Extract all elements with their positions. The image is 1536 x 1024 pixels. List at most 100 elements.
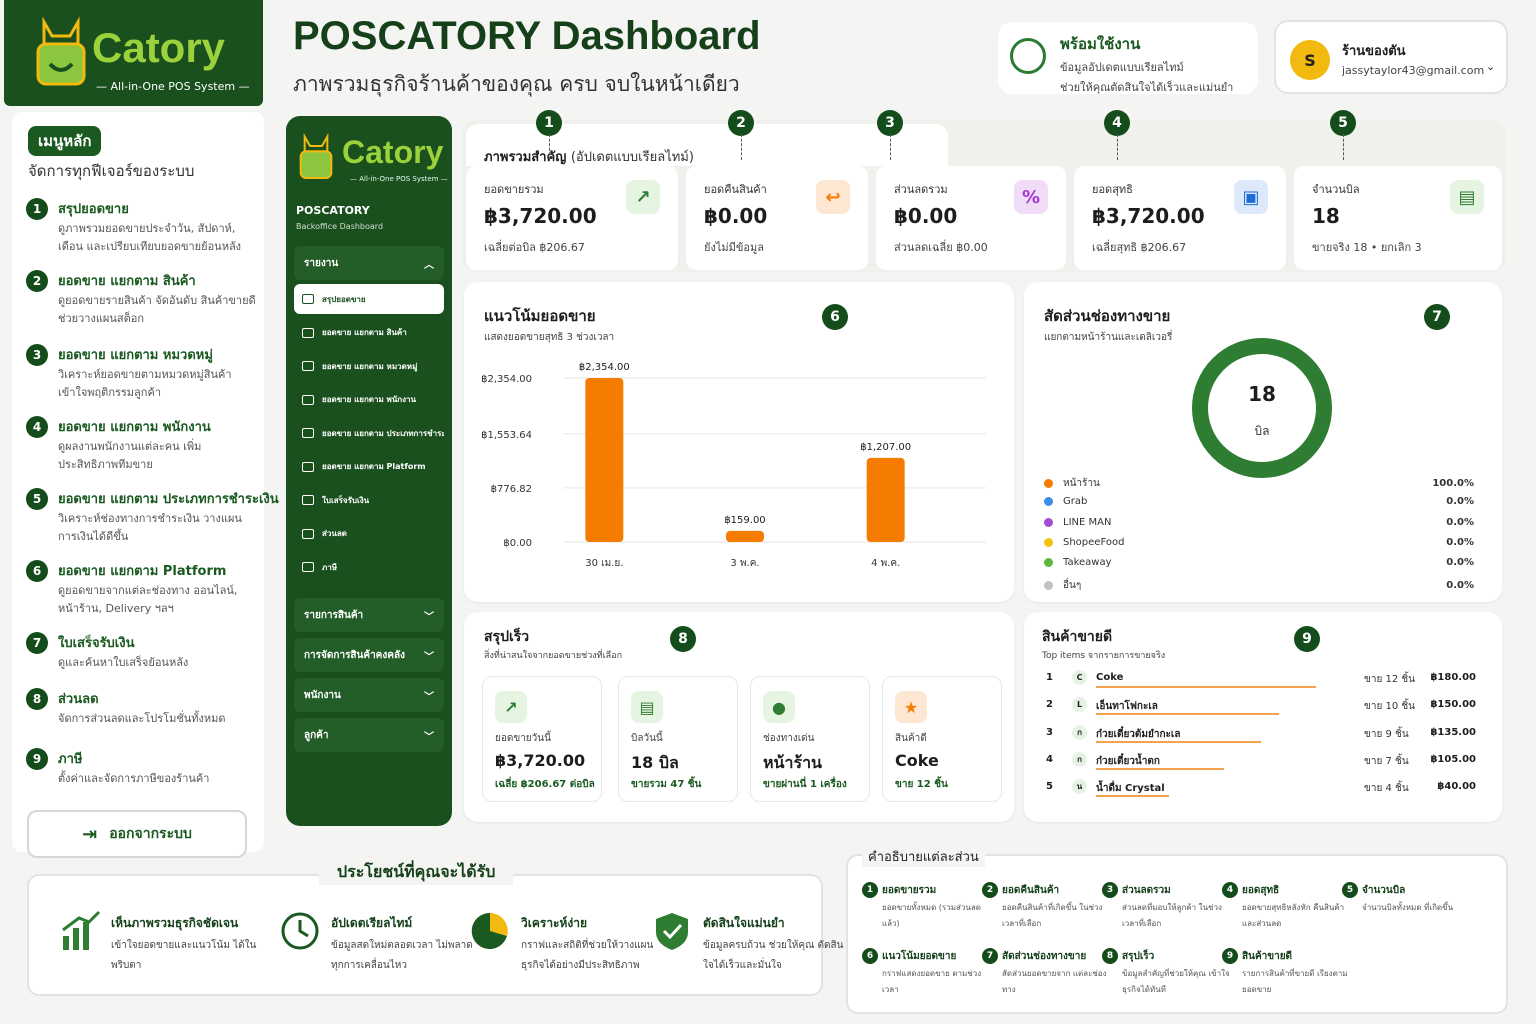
top-item-name: น้ำดื่ม Crystal [1096, 783, 1165, 795]
top-item-row[interactable]: 3 ก ก๋วยเตี๋ยวต้มยำกะเล ขาย 9 ชิ้น ฿135.00 [1046, 724, 1476, 745]
donut-center-value: 18 [1248, 382, 1276, 406]
sidebar-item-label: ภาษี [322, 562, 338, 572]
guide-item-desc: วิเคราะห์ช่องทางการชำระเงิน วางแผนการเงิ… [58, 512, 242, 543]
legend-name: LINE MAN [1063, 516, 1112, 528]
trend-subtitle: แสดงยอดขายสุทธิ 3 ช่วงเวลา [484, 332, 615, 343]
legend-number: 4 [1222, 882, 1238, 898]
top-item-row[interactable]: 4 ก ก๋วยเตี๋ยวน้ำตก ขาย 7 ชิ้น ฿105.00 [1046, 751, 1476, 772]
sidebar-item[interactable]: ใบเสร็จรับเงิน [294, 485, 444, 515]
sidebar-item-icon [302, 294, 314, 304]
guide-pill: เมนูหลัก [28, 126, 102, 156]
top-item-row[interactable]: 1 C Coke ขาย 12 ชิ้น ฿180.00 [1046, 670, 1476, 690]
legend-name: Takeaway [1063, 557, 1112, 569]
guide-item-title: ยอดขาย แยกตาม สินค้า [58, 274, 196, 289]
y-tick-label: ฿0.00 [503, 538, 532, 549]
benefit-title: วิเคราะห์ง่าย [521, 916, 588, 930]
legend-item-title: สัดส่วนช่องทางขาย [1002, 951, 1087, 962]
guide-item-title: ยอดขาย แยกตาม พนักงาน [58, 420, 211, 435]
kpi-sub: ขายจริง 18 • ยกเลิก 3 [1312, 241, 1422, 254]
sidebar-item-label: สรุปยอดขาย [322, 294, 366, 304]
legend-percent: 0.0% [1446, 579, 1474, 591]
kpi-label: ยอดสุทธิ [1092, 183, 1133, 196]
legend-dot [1044, 517, 1053, 527]
kpi-card: ยอดสุทธิ ฿3,720.00 เฉลี่ยสุทธิ ฿206.67 ▣ [1074, 166, 1286, 270]
top-item-rank: 2 [1046, 699, 1053, 711]
bar [585, 378, 624, 542]
x-tick-label: 4 พ.ค. [871, 558, 900, 569]
chevron-down-icon: ﹀ [424, 651, 434, 663]
guide-item-number: 1 [26, 198, 48, 220]
bar-value-label: ฿159.00 [724, 515, 765, 526]
kpi-icon: ↩ [816, 180, 850, 214]
guide-item-desc: ดูยอดขายรายสินค้า จัดอันดับ สินค้าขายดี … [58, 294, 256, 325]
cat-logo-icon [36, 16, 86, 86]
quick-summary-item: ↗ ยอดขายวันนี้ ฿3,720.00 เฉลี่ย ฿206.67 ต่อ… [482, 676, 602, 802]
shield-check-icon [656, 913, 688, 950]
legend-dot [1044, 580, 1053, 590]
sidebar-item[interactable]: ภาษี [294, 552, 444, 582]
legend-title: คำอธิบายแต่ละส่วน [862, 846, 985, 867]
quick-item-icon: ▤ [631, 691, 663, 723]
kpi-card: จำนวนบิล 18 ขายจริง 18 • ยกเลิก 3 ▤ [1294, 166, 1502, 270]
kpi-value: 18 [1312, 204, 1340, 228]
channel-donut-chart: 18 บิล [1192, 338, 1332, 478]
kpi-number: 2 [728, 110, 754, 136]
quick-item-label: ยอดขายวันนี้ [495, 733, 551, 744]
sidebar-item[interactable]: ยอดขาย แยกตาม ประเภทการชำระเงิน [294, 418, 444, 448]
legend-dot [1044, 497, 1053, 507]
channel-legend-item: ShopeeFood 0.0% [1044, 537, 1474, 548]
guide-item-desc: จัดการส่วนลดและโปรโมชั่นทั้งหมด [58, 712, 226, 725]
sidebar-item-label: ยอดขาย แยกตาม สินค้า [322, 328, 407, 337]
sidebar-group[interactable]: ลูกค้า ﹀ [294, 718, 444, 752]
sidebar-item[interactable]: ยอดขาย แยกตาม Platform [294, 452, 444, 482]
channel-legend-item: LINE MAN 0.0% [1044, 517, 1474, 528]
sidebar-group-label: การจัดการสินค้าคงคลัง [304, 649, 405, 661]
kpi-pointer [1117, 134, 1118, 160]
chevron-up-icon: ︿ [424, 259, 434, 271]
sidebar-app-name: POSCATORY [296, 204, 370, 217]
kpi-value: ฿0.00 [894, 204, 958, 228]
legend-number: 6 [862, 948, 878, 964]
sidebar-item[interactable]: ยอดขาย แยกตาม พนักงาน [294, 385, 444, 415]
top-item-name: Coke [1096, 672, 1124, 683]
guide-item-title: ยอดขาย แยกตาม Platform [58, 564, 227, 579]
kpi-sub: เฉลี่ยสุทธิ ฿206.67 [1092, 241, 1187, 254]
sidebar-section-reports[interactable]: รายงาน ︿ [294, 246, 444, 280]
legend-number: 3 [1102, 882, 1118, 898]
quick-item-label: ช่องทางเด่น [763, 733, 815, 744]
store-account-menu[interactable]: S ร้านของตัน jassytaylor43@gmail.com ⌄ [1274, 20, 1508, 94]
menu-guide-panel: เมนูหลัก จัดการทุกฟีเจอร์ของระบบ 1 สรุปยอ… [12, 112, 279, 852]
sidebar-group[interactable]: การจัดการสินค้าคงคลัง ﹀ [294, 638, 444, 672]
benefit-desc: ข้อมูลครบถ้วน ช่วยให้คุณ ตัดสินใจได้เร็ว… [703, 940, 844, 971]
guide-item-desc: ดูยอดขายจากแต่ละช่องทาง ออนไลน์, หน้าร้า… [58, 584, 238, 615]
top-item-initial: ก [1072, 724, 1087, 740]
top-item-amount: ฿180.00 [1430, 672, 1476, 683]
sidebar-item[interactable]: ยอดขาย แยกตาม หมวดหมู่ [294, 351, 444, 381]
quick-item-detail: ขายผ่านนี่ 1 เครื่อง [763, 779, 847, 790]
sidebar-group[interactable]: พนักงาน ﹀ [294, 678, 444, 712]
sidebar-group[interactable]: รายการสินค้า ﹀ [294, 598, 444, 632]
benefit-title: เห็นภาพรวมธุรกิจชัดเจน [111, 916, 239, 930]
section-legend-panel: คำอธิบายแต่ละส่วน 1 ยอดขายรวม ยอดขายทั้งหม… [846, 846, 1508, 1014]
logout-icon: ⇥ [82, 823, 98, 845]
sidebar-item[interactable]: ส่วนลด [294, 519, 444, 549]
sidebar-item-icon [302, 495, 314, 505]
legend-item-title: ยอดคืนสินค้า [1002, 885, 1060, 896]
top-item-row[interactable]: 2 L เอ็นทาโฟกะเล ขาย 10 ชิ้น ฿150.00 [1046, 697, 1476, 717]
sidebar-group-label: ลูกค้า [304, 729, 329, 741]
quick-item-icon: ★ [895, 691, 927, 723]
pie-chart-icon [471, 912, 508, 949]
logout-button[interactable]: ⇥ ออกจากระบบ [27, 810, 247, 858]
sidebar-item[interactable]: ยอดขาย แยกตาม สินค้า [294, 318, 444, 348]
legend-item-title: แนวโน้มยอดขาย [882, 951, 957, 962]
sidebar-item-label: ใบเสร็จรับเงิน [322, 495, 370, 505]
sidebar-item[interactable]: สรุปยอดขาย [294, 284, 444, 314]
top-item-row[interactable]: 5 น น้ำดื่ม Crystal ขาย 4 ชิ้น ฿40.00 [1046, 779, 1476, 799]
chevron-down-icon: ﹀ [424, 731, 434, 743]
channel-share-card: สัดส่วนช่องทางขาย แยกตามหน้าร้านและเดลิเ… [1024, 282, 1502, 602]
sidebar-item-label: ยอดขาย แยกตาม ประเภทการชำระเงิน [322, 428, 444, 438]
guide-item-number: 2 [26, 270, 48, 292]
legend-item-title: สินค้าขายดี [1242, 951, 1293, 962]
guide-item-number: 3 [26, 344, 48, 366]
quick-title: สรุปเร็ว [484, 629, 530, 645]
